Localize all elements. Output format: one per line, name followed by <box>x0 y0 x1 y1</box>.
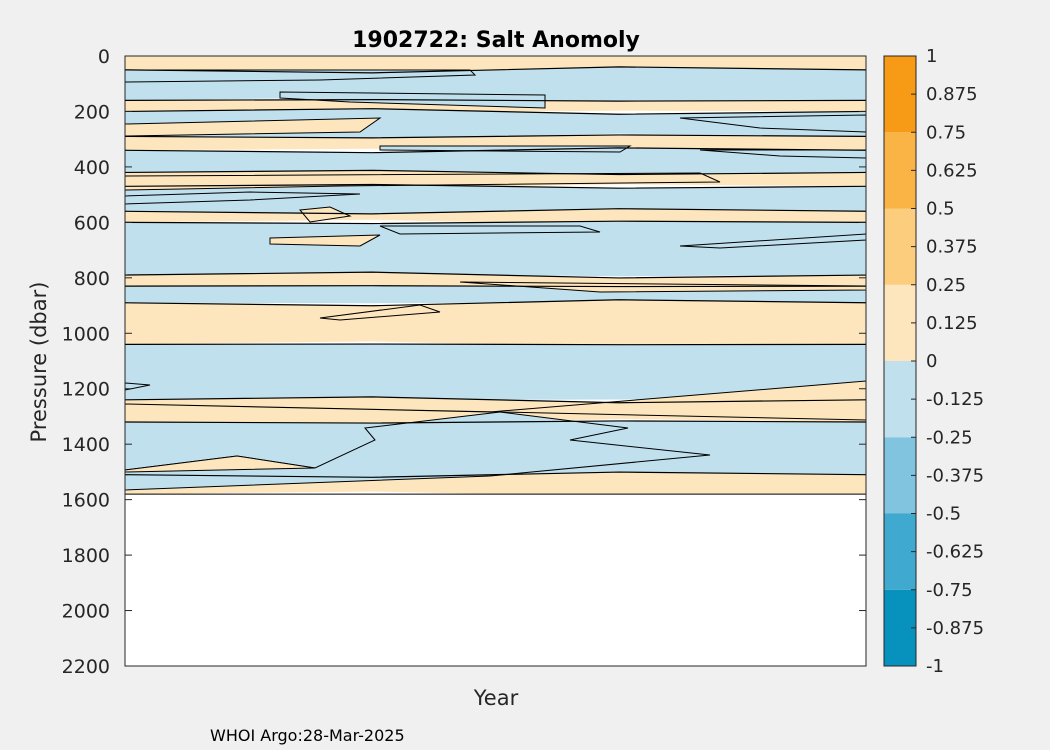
contour-band <box>125 56 866 70</box>
contour-line <box>124 66 867 74</box>
colorbar-tick-label: 0.625 <box>926 160 978 181</box>
contour-band <box>125 184 866 214</box>
y-tick-label: 1000 <box>62 323 110 345</box>
colorbar-bin <box>884 208 916 285</box>
colorbar-tick-label: 0.5 <box>926 199 955 220</box>
plot-frame <box>124 55 867 667</box>
no-data-region <box>125 494 866 666</box>
contour-patch <box>269 234 381 247</box>
contour-band <box>125 147 866 175</box>
chart-title: 1902722: Salt Anomoly <box>352 28 640 53</box>
y-tick-label: 0 <box>98 46 110 68</box>
contour-band <box>125 272 866 290</box>
colorbar-bin <box>884 284 916 361</box>
y-tick-label: 1600 <box>62 490 110 512</box>
colorbar-bin <box>884 361 916 438</box>
contour-line <box>124 471 867 478</box>
contour-line <box>124 169 867 176</box>
contour-line <box>124 134 867 139</box>
plot-area: 0 200 400 600 800 1000 1200 1400 1600 1800 2000 220… <box>62 46 867 678</box>
contour-line <box>124 299 867 307</box>
y-tick-label: 1800 <box>62 545 110 567</box>
colorbar-tick-label: 0.125 <box>926 313 978 334</box>
contour-patch <box>124 411 711 491</box>
colorbar-bin <box>884 437 916 514</box>
y-tick-label: 200 <box>74 101 110 123</box>
colorbar-tick-label: -0.625 <box>926 542 984 563</box>
contour-band <box>125 344 866 401</box>
contour-band <box>125 221 866 277</box>
colorbar-bin <box>884 56 916 133</box>
x-axis-label: Year <box>473 686 519 710</box>
colorbar-tick-label: 1 <box>926 46 937 67</box>
colorbar-tick-label: -0.875 <box>926 618 984 639</box>
colorbar-bin <box>884 589 916 666</box>
colorbar-tick-label: 0 <box>926 351 937 372</box>
colorbar-tick-label: -0.125 <box>926 389 984 410</box>
contour-line <box>124 147 867 154</box>
colorbar-bin <box>884 132 916 209</box>
contour-band <box>125 134 866 152</box>
footer-credit: WHOI Argo:28-Mar-2025 <box>210 726 405 745</box>
contour-line <box>124 396 867 404</box>
contour-line <box>124 108 867 115</box>
y-tick-label: 1400 <box>62 434 110 456</box>
colorbar-tick-label: -0.25 <box>926 427 973 448</box>
contour-line <box>124 285 867 288</box>
y-tick-label: 2000 <box>62 601 110 623</box>
y-tick-label: 2200 <box>62 656 110 678</box>
colorbar-tick-label: -0.5 <box>926 504 961 525</box>
y-tick-label: 600 <box>74 212 110 234</box>
contour-lines <box>124 66 867 478</box>
contour-band <box>125 299 866 348</box>
y-axis-label: Pressure (dbar) <box>27 282 51 443</box>
y-tick-label: 1200 <box>62 379 110 401</box>
contour-fill <box>124 56 867 666</box>
contour-patch <box>379 145 632 153</box>
contour-patch <box>319 304 441 321</box>
y-axis: 0 200 400 600 800 1000 1200 1400 1600 1800 2000 220… <box>62 46 866 678</box>
colorbar-tick-label: 0.25 <box>926 275 966 296</box>
y-tick-label: 800 <box>74 268 110 290</box>
colorbar-tick-label: -0.375 <box>926 465 984 486</box>
contour-line <box>124 420 867 424</box>
contour-line <box>124 343 867 346</box>
y-tick-label: 400 <box>74 157 110 179</box>
contour-patch <box>379 225 601 235</box>
colorbar-tick-label: 0.75 <box>926 122 966 143</box>
colorbar-bin <box>884 513 916 590</box>
colorbar-tick-label: -1 <box>926 656 944 677</box>
contour-line <box>124 183 867 189</box>
contour-line <box>124 98 867 102</box>
colorbar-tick-label: 0.875 <box>926 84 978 105</box>
contour-patch <box>299 206 352 223</box>
contour-line <box>124 220 867 225</box>
colorbar-tick-label: -0.75 <box>926 580 973 601</box>
contour-line <box>124 271 867 279</box>
colorbar-tick-label: 0.375 <box>926 237 978 258</box>
contour-line <box>124 208 867 215</box>
colorbar: 1 0.875 0.75 0.625 0.5 0.375 0.25 0.125 0 -0.125 -… <box>883 46 984 677</box>
